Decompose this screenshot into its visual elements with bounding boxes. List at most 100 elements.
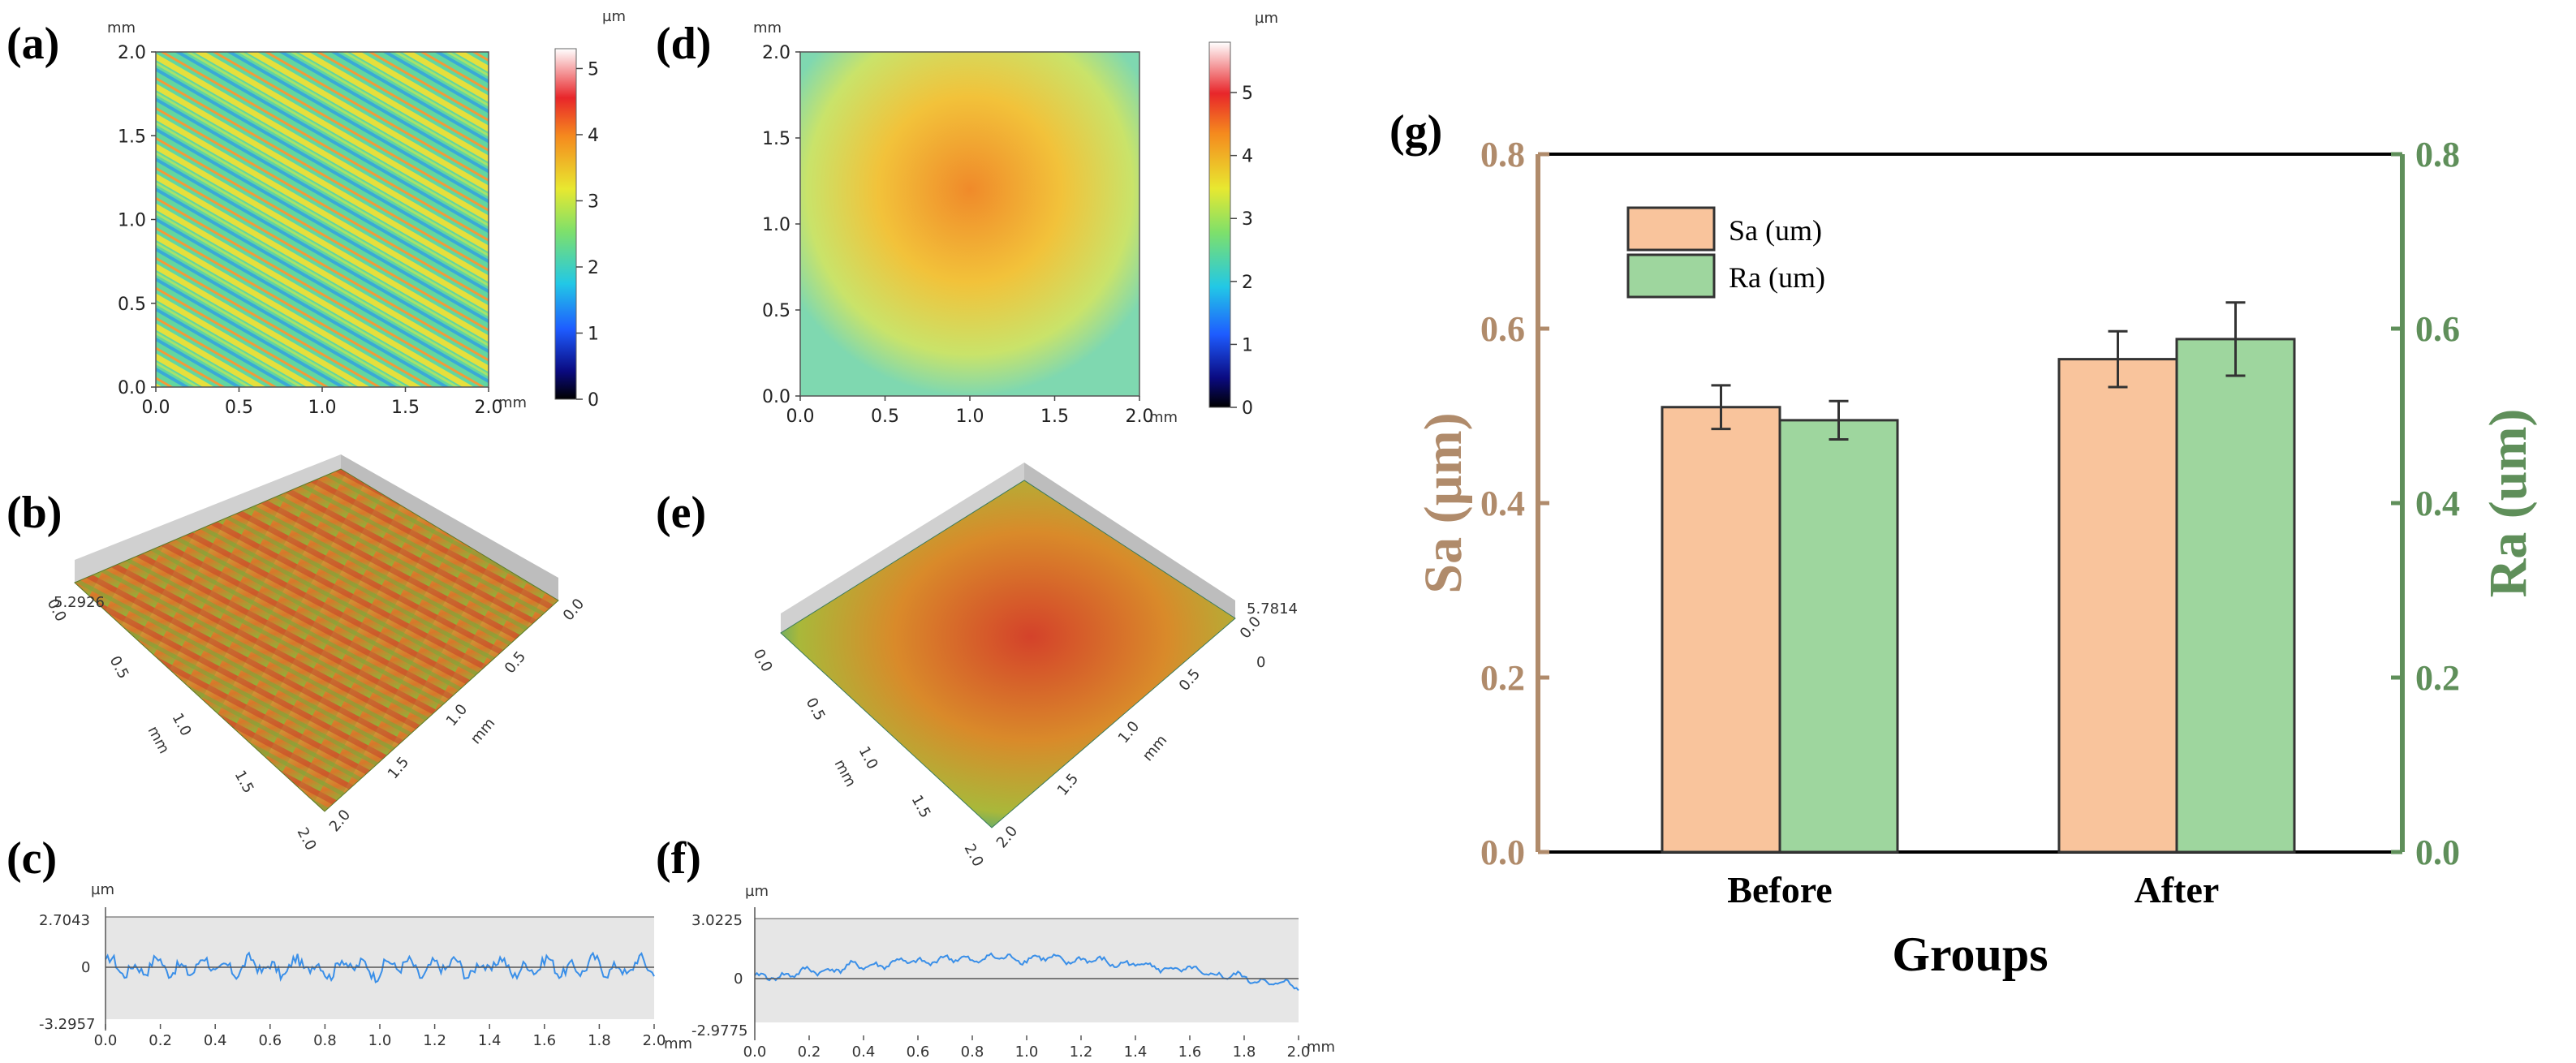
panel-e-z-zero: 0 — [1256, 654, 1265, 671]
panel-c-x-tick-label: 2.0 — [643, 1032, 666, 1049]
panel-d-y-tick-label: 1.0 — [762, 215, 790, 235]
panel-a: (a) mm 0.0 0.5 1.0 1.5 2.0 0.0 0.5 1.0 1.5 2.0 m… — [6, 8, 626, 418]
panel-f-x-tick-label: 0.0 — [743, 1044, 767, 1061]
panel-f-profile-line — [754, 952, 1299, 992]
panel-d-y-tick-label: 2.0 — [762, 43, 790, 63]
right-y-tick-label: 0.2 — [2415, 658, 2460, 698]
panel-a-y-tick-label: 2.0 — [118, 43, 146, 63]
panel-b-x-tick-label: 1.0 — [169, 710, 195, 738]
right-y-axis-label: Ra (um) — [2479, 409, 2538, 598]
panel-f-x-tick-label: 0.8 — [961, 1044, 984, 1061]
panel-d-y-tick-label: 0.0 — [762, 387, 790, 407]
right-y-tick-label: 0.4 — [2415, 484, 2460, 523]
panel-d-colorbar-tick-label: 4 — [1242, 147, 1253, 167]
panel-d-x-tick-label: 0.5 — [871, 407, 899, 427]
panel-d-colorbar-ticks: 0 1 2 3 4 5 — [1230, 84, 1253, 419]
panel-d-x-unit: mm — [1149, 409, 1178, 426]
panel-f-x-tick-label: 1.6 — [1178, 1044, 1202, 1061]
error-bar — [2225, 301, 2246, 377]
legend-label: Sa (um) — [1729, 214, 1822, 247]
panel-d-x-tick-label: 2.0 — [1126, 407, 1154, 427]
panel-c-x-tick-label: 0.8 — [313, 1032, 337, 1049]
panel-b-x-tick-label: 1.5 — [231, 768, 257, 796]
right-y-tick-label: 0.6 — [2415, 309, 2460, 349]
panel-c-x-tick-label: 1.0 — [368, 1032, 392, 1049]
panel-a-colorbar-tick-label: 5 — [588, 59, 599, 80]
panel-e-y-tick-label: 2.0 — [993, 823, 1021, 851]
panel-b-z-max: 5.2926 — [54, 594, 105, 611]
panel-b-y-tick-label: 1.0 — [443, 701, 471, 729]
panel-f-plot-area — [755, 919, 1299, 1022]
panel-b-y-tick-label: 2.0 — [326, 807, 354, 835]
panel-c-x-tick-label: 1.6 — [532, 1032, 556, 1049]
category-label: Before — [1727, 869, 1832, 910]
panel-a-y-tick-label: 1.5 — [118, 127, 146, 147]
panel-e-y-axis-unit: mm — [1139, 732, 1171, 764]
panel-e-x-tick-label: 1.0 — [855, 743, 881, 772]
legend-label: Ra (um) — [1729, 261, 1825, 294]
bar-ra-after — [2175, 338, 2296, 854]
panel-b-back-wall — [75, 454, 341, 583]
panel-f-letter: (f) — [656, 833, 701, 884]
panel-c-y-unit: µm — [91, 881, 114, 898]
panel-f-x-tick-label: 1.0 — [1015, 1044, 1039, 1061]
panel-d: (d) mm 0.0 0.5 1.0 1.5 2.0 0.0 0.5 1.0 1.5 2.0 m… — [656, 10, 1278, 427]
panel-f-x-tick-label: 0.4 — [852, 1044, 876, 1061]
panel-d-colorbar-tick-label: 1 — [1242, 335, 1253, 355]
panel-b-3d-surface — [74, 468, 559, 812]
panel-e-z-max: 5.7814 — [1247, 600, 1298, 618]
panel-e-x-axis-unit: mm — [831, 756, 859, 790]
panel-b-letter: (b) — [6, 488, 62, 538]
bar-ra-before — [1778, 419, 1899, 854]
panel-c-y-bottom: -3.2957 — [39, 1016, 95, 1033]
panel-a-x-tick-label: 0.0 — [142, 398, 170, 418]
panel-a-colorbar-tick-label: 0 — [588, 390, 599, 411]
panel-c-x-tick-label: 1.2 — [423, 1032, 446, 1049]
panel-a-colorbar-tick-label: 3 — [588, 192, 599, 212]
panel-d-x-ticks: 0.0 0.5 1.0 1.5 2.0 — [786, 396, 1154, 427]
panel-a-colorbar-unit: µm — [602, 8, 626, 25]
panel-f-x-tick-label: 1.8 — [1233, 1044, 1256, 1061]
panel-e-x-tick-label: 0.5 — [803, 695, 829, 723]
panel-e-y-tick-label: 0.5 — [1176, 665, 1204, 694]
panel-b-x-axis-unit: mm — [144, 723, 173, 756]
legend: Sa (um) Ra (um) — [1626, 206, 1825, 299]
panel-a-colorbar-tick-label: 4 — [588, 126, 599, 146]
panel-a-y-tick-label: 1.0 — [118, 211, 146, 231]
panel-a-letter: (a) — [6, 19, 59, 69]
panel-b: (b) 5.2926 0.00.51.01.52.02.01.51.00.50.… — [6, 454, 588, 854]
panel-c-plot-area — [106, 917, 654, 1019]
panel-d-colorbar — [1208, 41, 1231, 408]
panel-d-colorbar-unit: µm — [1255, 10, 1278, 27]
panel-c: (c) µm 2.7043 0 -3.2957 0.0 0.2 0.4 0.6 0.8 1… — [6, 833, 692, 1052]
panel-e-letter: (e) — [656, 488, 706, 538]
panel-c-x-tick-label: 0.4 — [204, 1032, 227, 1049]
panel-a-x-ticks: 0.0 0.5 1.0 1.5 2.0 — [142, 387, 503, 418]
panel-f-x-tick-label: 1.2 — [1070, 1044, 1093, 1061]
panel-d-y-unit: mm — [753, 19, 782, 37]
panel-f-x-tick-label: 1.4 — [1124, 1044, 1148, 1061]
error-bar — [2108, 329, 2128, 389]
panel-a-y-unit: mm — [107, 19, 136, 37]
panel-a-y-tick-label: 0.5 — [118, 295, 146, 315]
x-axis-label: Groups — [1892, 927, 2048, 981]
panel-f-x-tick-label: 2.0 — [1287, 1044, 1311, 1061]
right-y-tick-label: 0.8 — [2415, 135, 2460, 174]
panel-a-x-tick-label: 1.0 — [308, 398, 337, 418]
panel-d-colorbar-tick-label: 2 — [1242, 273, 1253, 293]
panel-b-x-tick-label: 2.0 — [294, 824, 320, 853]
panel-b-y-tick-label: 0.5 — [502, 648, 529, 677]
panel-b-y-axis-unit: mm — [467, 715, 499, 747]
bar-sa-after — [2057, 358, 2178, 854]
panel-e-3d-surface — [780, 480, 1236, 828]
panel-b-x-tick-label: 0.5 — [106, 653, 132, 682]
panel-a-colorbar-tick-label: 1 — [588, 324, 599, 344]
panel-c-x-unit: mm — [664, 1035, 692, 1052]
panel-d-x-tick-label: 1.0 — [956, 407, 984, 427]
panel-d-colorbar-tick-label: 3 — [1242, 209, 1253, 230]
panel-f-y-zero: 0 — [734, 970, 743, 988]
panel-e-y-tick-label: 0.0 — [1237, 613, 1264, 642]
panel-d-height-map — [800, 52, 1139, 396]
panel-c-letter: (c) — [6, 833, 57, 884]
